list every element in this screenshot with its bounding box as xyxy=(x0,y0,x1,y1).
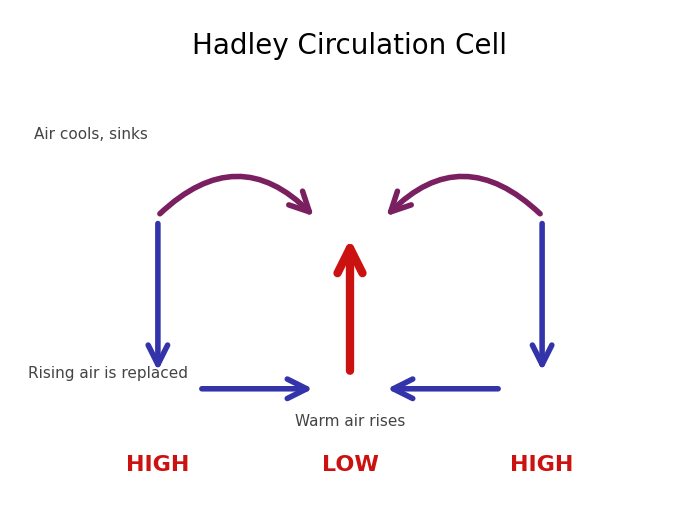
Text: HIGH: HIGH xyxy=(510,455,574,475)
Text: Hadley Circulation Cell: Hadley Circulation Cell xyxy=(193,32,508,60)
Text: LOW: LOW xyxy=(321,455,379,475)
Text: Warm air rises: Warm air rises xyxy=(295,414,405,429)
Text: Air cools, sinks: Air cools, sinks xyxy=(34,127,148,142)
Text: Rising air is replaced: Rising air is replaced xyxy=(27,366,188,381)
Text: HIGH: HIGH xyxy=(126,455,190,475)
